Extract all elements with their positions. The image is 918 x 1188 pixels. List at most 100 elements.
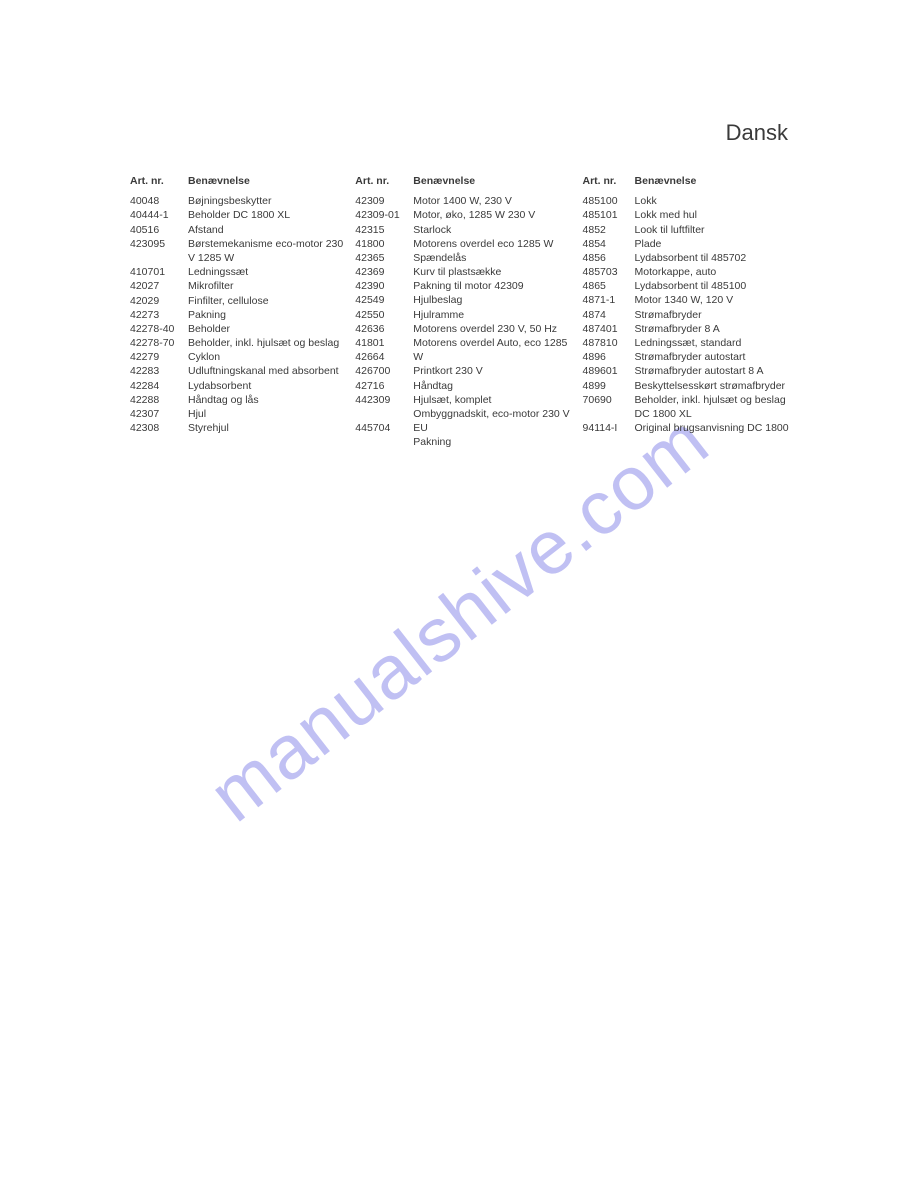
table-cell-artnr: 40444-1 <box>130 208 188 222</box>
art-list-1: 4004840444-14051642309541070142027420294… <box>130 194 188 435</box>
table-cell-name: Beholder, inkl. hjulsæt og beslag <box>188 336 349 350</box>
table-cell-name: Afstand <box>188 223 349 237</box>
table-cell-name: Udluftningskanal med absorbent <box>188 364 349 378</box>
header-name: Benævnelse <box>413 174 576 188</box>
table-cell-name: Strømafbryder <box>635 308 792 322</box>
table-cell-artnr: 487810 <box>583 336 635 350</box>
name-column: Benævnelse Motor 1400 W, 230 VMotor, øko… <box>413 174 582 450</box>
table-cell-artnr: 4874 <box>583 308 635 322</box>
table-cell-artnr: 489601 <box>583 364 635 378</box>
table-cell-name: Lydabsorbent til 485100 <box>635 279 792 293</box>
table-cell-artnr: 42278-70 <box>130 336 188 350</box>
table-cell-name: Hjul <box>188 407 349 421</box>
table-cell-name: Børstemekanisme eco-motor 230 V 1285 W <box>188 237 349 265</box>
table-cell-artnr: 4896 <box>583 350 635 364</box>
column-2: Art. nr. 4230942309-01423154180042365423… <box>355 174 582 450</box>
table-cell-artnr: 442309 <box>355 393 413 421</box>
table-cell-artnr: 40516 <box>130 223 188 237</box>
table-cell-name: Motorens overdel eco 1285 W <box>413 237 576 251</box>
header-name: Benævnelse <box>635 174 792 188</box>
table-cell-name: Pakning <box>413 435 576 449</box>
table-cell-artnr: 42549 <box>355 293 413 307</box>
table-cell-name: Ombyggnadskit, eco-motor 230 V EU <box>413 407 576 435</box>
table-cell-name: Mikrofilter <box>188 279 349 293</box>
header-artnr: Art. nr. <box>355 174 413 188</box>
table-cell-artnr: 485101 <box>583 208 635 222</box>
table-cell-name: Hjulramme <box>413 308 576 322</box>
table-cell-name: Bøjningsbeskytter <box>188 194 349 208</box>
table-cell-artnr: 445704 <box>355 421 413 435</box>
table-cell-artnr: 42550 <box>355 308 413 322</box>
table-cell-artnr: 42664 <box>355 350 413 364</box>
table-cell-artnr: 42027 <box>130 279 188 293</box>
table-cell-artnr: 4871-1 <box>583 293 635 307</box>
artnr-column: Art. nr. 4004840444-14051642309541070142… <box>130 174 188 450</box>
table-cell-artnr: 94114-I <box>583 421 635 435</box>
table-cell-artnr: 42309 <box>355 194 413 208</box>
table-cell-artnr: 485100 <box>583 194 635 208</box>
table-cell-artnr: 42278-40 <box>130 322 188 336</box>
art-list-3: 48510048510148524854485648570348654871-1… <box>583 194 635 435</box>
table-cell-artnr: 42283 <box>130 364 188 378</box>
table-cell-artnr: 426700 <box>355 364 413 378</box>
table-cell-name: Original brugsanvisning DC 1800 <box>635 421 792 435</box>
name-column: Benævnelse BøjningsbeskytterBeholder DC … <box>188 174 355 450</box>
table-cell-name: Motor 1400 W, 230 V <box>413 194 576 208</box>
table-cell-name: Motor, øko, 1285 W 230 V <box>413 208 576 222</box>
table-cell-name: Look til luftfilter <box>635 223 792 237</box>
table-cell-name: Plade <box>635 237 792 251</box>
name-list-3: LokkLokk med hulLook til luftfilterPlade… <box>635 194 792 435</box>
header-artnr: Art. nr. <box>583 174 635 188</box>
table-cell-artnr: 42365 <box>355 251 413 265</box>
name-list-1: BøjningsbeskytterBeholder DC 1800 XLAfst… <box>188 194 349 435</box>
table-cell-name: Beskyttelsesskørt strømafbryder <box>635 379 792 393</box>
table-cell-name: Håndtag <box>413 379 576 393</box>
name-column: Benævnelse LokkLokk med hulLook til luft… <box>635 174 798 450</box>
column-3: Art. nr. 4851004851014852485448564857034… <box>583 174 798 450</box>
artnr-column: Art. nr. 4230942309-01423154180042365423… <box>355 174 413 450</box>
table-cell-name: Finfilter, cellulose <box>188 294 349 308</box>
table-cell-artnr: 42273 <box>130 308 188 322</box>
table-cell-artnr: 42284 <box>130 379 188 393</box>
table-cell-artnr: 487401 <box>583 322 635 336</box>
table-cell-name: Ledningssæt <box>188 265 349 279</box>
table-cell-artnr: 4852 <box>583 223 635 237</box>
table-cell-artnr: 485703 <box>583 265 635 279</box>
table-cell-artnr: 42308 <box>130 421 188 435</box>
table-cell-artnr: 4856 <box>583 251 635 265</box>
table-cell-name: Styrehjul <box>188 421 349 435</box>
table-cell-name: Motor 1340 W, 120 V <box>635 293 792 307</box>
table-cell-name: Ledningssæt, standard <box>635 336 792 350</box>
table-cell-name: Strømafbryder autostart 8 A <box>635 364 792 378</box>
table-cell-name: Hjulbeslag <box>413 293 576 307</box>
table-cell-artnr: 42307 <box>130 407 188 421</box>
parts-table: Art. nr. 4004840444-14051642309541070142… <box>130 174 798 450</box>
table-cell-name: Motorkappe, auto <box>635 265 792 279</box>
table-cell-name: Cyklon <box>188 350 349 364</box>
table-cell-artnr: 42288 <box>130 393 188 407</box>
table-cell-artnr: 70690 <box>583 393 635 421</box>
table-cell-artnr: 42029 <box>130 294 188 308</box>
table-cell-name: Lydabsorbent <box>188 379 349 393</box>
table-cell-artnr: 42390 <box>355 279 413 293</box>
table-cell-name: Spændelås <box>413 251 576 265</box>
table-cell-artnr: 4854 <box>583 237 635 251</box>
table-cell-name: Starlock <box>413 223 576 237</box>
language-title: Dansk <box>130 120 798 146</box>
table-cell-artnr: 41801 <box>355 336 413 350</box>
table-cell-artnr: 42309-01 <box>355 208 413 222</box>
table-cell-name: Hjulsæt, komplet <box>413 393 576 407</box>
artnr-column: Art. nr. 4851004851014852485448564857034… <box>583 174 635 450</box>
header-artnr: Art. nr. <box>130 174 188 188</box>
table-cell-artnr: 42636 <box>355 322 413 336</box>
table-cell-name: Strømafbryder autostart <box>635 350 792 364</box>
table-cell-artnr: 42716 <box>355 379 413 393</box>
table-cell-name: Strømafbryder 8 A <box>635 322 792 336</box>
table-cell-name: Beholder DC 1800 XL <box>188 208 349 222</box>
table-cell-artnr: 42315 <box>355 223 413 237</box>
table-cell-artnr: 4865 <box>583 279 635 293</box>
table-cell-name: Kurv til plastsække <box>413 265 576 279</box>
table-cell-name: Beholder, inkl. hjulsæt og beslag DC 180… <box>635 393 792 421</box>
table-cell-artnr: 423095 <box>130 237 188 265</box>
column-1: Art. nr. 4004840444-14051642309541070142… <box>130 174 355 450</box>
